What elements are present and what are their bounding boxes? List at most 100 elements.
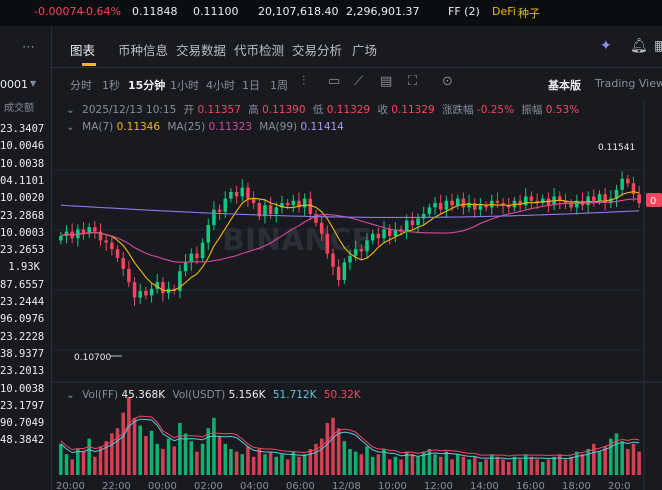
calendar-icon[interactable]: ▭ — [328, 74, 341, 89]
low-label: 低 — [312, 104, 324, 116]
timeframe-line[interactable]: 分时 — [70, 79, 92, 92]
basic-version-button[interactable]: 基本版 — [548, 79, 581, 92]
fullscreen-icon[interactable]: ⛶ — [408, 74, 418, 89]
tab-square[interactable]: 广场 — [352, 43, 378, 58]
active-tab-indicator — [82, 63, 96, 66]
volume-bar — [115, 428, 120, 475]
tab-coin-info[interactable]: 币种信息 — [118, 43, 169, 58]
volume-bar — [597, 451, 602, 475]
timeframe-1h[interactable]: 1小时 — [170, 79, 199, 92]
candle-body — [223, 198, 228, 212]
ma99-value: 0.11414 — [300, 121, 344, 133]
timeframe-15m[interactable]: 15分钟 — [128, 79, 166, 92]
candle-body — [121, 258, 125, 269]
ai-sparkle-icon[interactable]: ✦ — [600, 38, 612, 54]
chart-type-icon[interactable]: ⫶ — [302, 74, 306, 89]
candle-body — [314, 214, 318, 223]
tradingview-button[interactable]: Trading View — [595, 77, 662, 90]
timeframe-1s[interactable]: 1秒 — [102, 79, 120, 92]
ma25-line — [60, 198, 640, 263]
vol-usdt-label: Vol(USDT) — [172, 389, 226, 401]
candle-body — [421, 214, 426, 219]
candle-body — [274, 207, 279, 214]
candle-body — [626, 178, 630, 184]
volume-bar — [569, 456, 573, 475]
candle-body — [336, 266, 341, 280]
volume-bar — [223, 443, 228, 475]
tab-trade-analysis[interactable]: 交易分析 — [292, 43, 343, 58]
indicator-icon[interactable]: ⟋ — [354, 74, 364, 89]
candle-body — [206, 225, 211, 243]
volume-bar — [489, 454, 494, 475]
volume-bar — [455, 454, 460, 475]
candle-body — [98, 231, 103, 241]
settings-icon[interactable]: ⊙ — [442, 74, 453, 89]
volume-bar — [172, 446, 176, 475]
timeframe-1w[interactable]: 1周 — [270, 79, 288, 92]
volume-bar — [189, 441, 194, 475]
order-book-panel: ⋯ 0001 ▼ 成交额 23.3407 10.0046 10.0038 04.110… — [0, 26, 52, 490]
candlestick-chart[interactable]: BINANCE 0.11541 0.10700 0 20:00 22:00 00:00 02:… — [52, 100, 662, 490]
more-icon[interactable]: ⋯ — [22, 40, 35, 55]
grid-icon[interactable]: ▦ — [654, 38, 662, 54]
volume-bar — [444, 451, 449, 475]
tab-chart[interactable]: 图表 — [70, 43, 96, 58]
candle-body — [506, 205, 511, 208]
layout-icon[interactable]: ▤ — [380, 74, 393, 89]
candle-body — [308, 198, 313, 214]
candle-body — [410, 220, 415, 225]
amplitude-label: 振幅 — [521, 104, 543, 116]
timeframe-1d[interactable]: 1日 — [242, 79, 260, 92]
volume-bar — [387, 459, 392, 475]
volume-bar — [433, 454, 437, 475]
timeframe-4h[interactable]: 4小时 — [206, 79, 235, 92]
volume-bar — [348, 449, 352, 475]
collapse-icon[interactable]: ⌄ — [66, 104, 75, 116]
tab-token-check[interactable]: 代币检测 — [234, 43, 285, 58]
candle-body — [563, 200, 568, 203]
tab-trade-data[interactable]: 交易数据 — [176, 43, 227, 58]
candle-body — [597, 194, 602, 201]
volume-bar — [637, 451, 641, 475]
x-axis-label: 00:00 — [148, 481, 177, 490]
ticker-tag-seed[interactable]: 种子 — [518, 7, 540, 20]
volume-bar — [70, 459, 74, 475]
candle-body — [450, 200, 454, 206]
collapse-ma-icon[interactable]: ⌄ — [66, 121, 75, 133]
volume-bar — [575, 451, 579, 475]
collapse-vol-icon[interactable]: ⌄ — [66, 389, 75, 401]
candle-body — [444, 200, 449, 210]
candle-body — [246, 187, 250, 199]
candle-body — [263, 205, 267, 217]
volume-bar — [614, 433, 619, 475]
volume-bar — [506, 462, 511, 475]
chart-panel: 图表 币种信息 交易数据 代币检测 交易分析 广场 ✦ 🔔︎ ▦ 分时 1秒 1… — [52, 26, 662, 490]
candle-body — [501, 203, 505, 206]
ticker-tag-defi[interactable]: DeFi — [492, 5, 516, 18]
candle-body — [268, 205, 273, 214]
volume-bar — [365, 446, 369, 475]
volume-bar — [200, 443, 205, 475]
candle-body — [280, 203, 284, 208]
volume-bar — [359, 454, 364, 475]
ticker-tag-ff[interactable]: FF (2) — [448, 5, 480, 18]
volume-bar — [161, 449, 165, 475]
candle-body — [529, 196, 534, 201]
candle-body — [331, 253, 335, 267]
volume-bar — [472, 456, 477, 475]
price-precision-select[interactable]: 0001 — [0, 78, 28, 91]
volume-bar — [580, 454, 585, 475]
chevron-down-icon[interactable]: ▼ — [30, 79, 37, 88]
candle-body — [359, 249, 364, 252]
volume-bar — [353, 451, 358, 475]
trade-row-value: 23.2444 — [0, 296, 45, 308]
ma25-value: 0.11323 — [208, 121, 252, 133]
ticker-change: -0.00074 — [34, 5, 84, 18]
candle-body — [620, 178, 624, 190]
ticker-volume-quote: 2,296,901.37 — [346, 5, 420, 18]
volume-bar — [178, 423, 182, 475]
bell-icon[interactable]: 🔔︎ — [630, 38, 648, 54]
candle-body — [240, 187, 245, 197]
candle-body — [251, 198, 256, 203]
